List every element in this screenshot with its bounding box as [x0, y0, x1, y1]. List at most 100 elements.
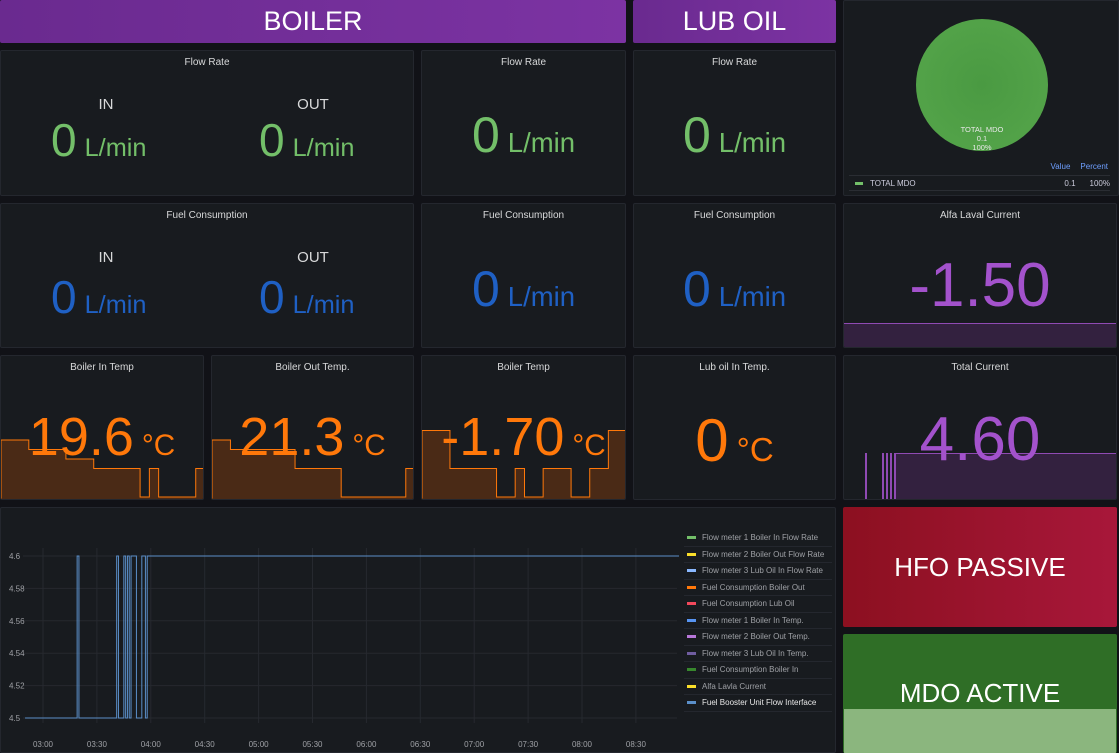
y-tick-label: 4.52 [9, 682, 25, 691]
legend-label: Flow meter 2 Boiler Out Flow Rate [702, 549, 825, 559]
legend-label: Flow meter 1 Boiler In Flow Rate [702, 533, 819, 543]
x-tick-label: 07:00 [464, 740, 485, 749]
temp-sparkline [1, 439, 203, 499]
temp-sparkline [212, 439, 413, 499]
lub-oil-header-text: LUB OIL [682, 6, 787, 36]
legend-label: Flow meter 2 Boiler Out Temp. [702, 632, 810, 642]
legend-swatch [687, 602, 696, 606]
x-tick-label: 05:00 [249, 740, 270, 749]
lub-oil-fuel-consumption-panel: Fuel Consumption 0 L/min [633, 203, 836, 348]
legend-swatch [687, 651, 696, 655]
in-label: IN [98, 96, 114, 113]
legend-swatch [687, 635, 696, 639]
series-line-fuel-booster-unit[interactable] [25, 555, 680, 719]
legend-label: Fuel Consumption Boiler In [702, 665, 799, 675]
flow-value: 0 L/min [682, 107, 787, 163]
temp-value: -1.70 °C [441, 407, 606, 467]
legend-item[interactable]: Flow meter 2 Boiler Out Temp. [684, 629, 832, 646]
legend-swatch [687, 569, 696, 573]
hfo-status-panel: HFO PASSIVE [843, 507, 1117, 627]
legend-swatch [687, 701, 696, 705]
legend-item[interactable]: Flow meter 3 Lub Oil In Flow Rate [684, 563, 832, 580]
flow-in-value: 0 L/min [51, 114, 147, 166]
sparkline-area [1, 439, 203, 499]
panel-title: Flow Rate [711, 57, 757, 68]
total-current-value: 4.60 [919, 405, 1041, 474]
timeseries-chart[interactable]: 03:00 03:30 04:00 04:30 05:00 05:30 06:00 06:30… [1, 508, 836, 753]
x-tick-label: 05:30 [302, 740, 323, 749]
legend-item[interactable]: Fuel Booster Unit Flow Interface [684, 695, 832, 712]
x-tick-label: 04:00 [141, 740, 162, 749]
legend-item[interactable]: Flow meter 2 Boiler Out Flow Rate [684, 547, 832, 563]
fuel-value: 0 L/min [471, 261, 576, 317]
legend-item[interactable]: Flow meter 1 Boiler In Flow Rate [684, 530, 832, 547]
temp-value: 21.3 °C [239, 407, 386, 467]
in-label: IN [98, 249, 114, 266]
total-current-sparkline [896, 453, 1116, 499]
legend-item[interactable]: Alfa Lavla Current [684, 679, 832, 695]
legend-item[interactable]: Fuel Consumption Lub Oil [684, 596, 832, 613]
temp-value: 19.6 °C [28, 407, 176, 467]
fuel-out-value: 0 L/min [259, 271, 355, 323]
flow-rate-panel: Flow Rate 0 L/min [421, 50, 626, 196]
legend-item[interactable]: Fuel Consumption Boiler In [684, 662, 832, 679]
x-tick-label: 07:30 [518, 740, 539, 749]
graph-legend: Flow meter 1 Boiler In Flow Rate Flow met… [684, 530, 832, 712]
fuel-value: 0 L/min [682, 261, 787, 317]
legend-swatch [855, 181, 863, 185]
panel-title: Boiler Out Temp. [275, 362, 350, 373]
boiler-in-temp-panel: Boiler In Temp 19.6 °C [0, 355, 204, 500]
x-tick-label: 03:00 [33, 740, 54, 749]
legend-swatch [687, 684, 696, 688]
panel-title: Flow Rate [184, 57, 230, 68]
x-tick-label: 06:30 [410, 740, 431, 749]
legend-item[interactable]: Flow meter 3 Lub Oil In Temp. [684, 646, 832, 662]
out-label: OUT [297, 249, 329, 266]
legend-label: Fuel Consumption Boiler Out [702, 582, 805, 592]
boiler-header-text: BOILER [263, 6, 363, 36]
x-tick-label: 04:30 [195, 740, 216, 749]
pie-legend-row[interactable]: TOTAL MDO 0.1 100% [849, 175, 1110, 191]
hfo-status-text: HFO PASSIVE [894, 551, 1066, 582]
panel-title: Fuel Consumption [693, 210, 776, 221]
y-tick-label: 4.6 [9, 552, 21, 561]
y-tick-label: 4.54 [9, 649, 25, 658]
panel-title: Boiler In Temp [70, 362, 134, 373]
temp-value: 0 °C [695, 407, 774, 474]
x-tick-label: 06:00 [356, 740, 377, 749]
flow-out-value: 0 L/min [259, 114, 355, 166]
timeseries-graph-panel: 03:00 03:30 04:00 04:30 05:00 05:30 06:00 06:30… [0, 507, 836, 753]
panel-title: Boiler Temp [497, 362, 550, 373]
panel-title: Alfa Laval Current [939, 210, 1021, 221]
legend-label: Fuel Consumption Lub Oil [702, 599, 795, 609]
legend-swatch [687, 668, 696, 672]
legend-item[interactable]: Flow meter 1 Boiler In Temp. [684, 613, 832, 629]
sparkline-spike [865, 453, 867, 499]
x-tick-label: 03:30 [87, 740, 108, 749]
panel-title: Total Current [951, 362, 1009, 373]
sparkline-spikes [882, 453, 896, 499]
legend-swatch [687, 536, 696, 540]
flow-value: 0 L/min [471, 107, 576, 163]
boiler-fuel-consumption-panel: Fuel Consumption IN OUT 0 L/min 0 L/min [0, 203, 414, 348]
lub-oil-header: LUB OIL [633, 0, 836, 43]
total-current-panel: Total Current 4.60 [843, 355, 1117, 500]
alfa-laval-current-panel: Alfa Laval Current -1.50 [843, 203, 1117, 348]
legend-item[interactable]: Fuel Consumption Boiler Out [684, 580, 832, 596]
boiler-out-temp-panel: Boiler Out Temp. 21.3 °C [211, 355, 414, 500]
panel-title: Flow Rate [500, 57, 546, 68]
y-tick-label: 4.56 [9, 617, 25, 626]
alfa-laval-value: -1.50 [909, 251, 1051, 320]
panel-title: Fuel Consumption [166, 210, 248, 221]
boiler-flow-rate-panel: Flow Rate IN OUT 0 L/min 0 L/min [0, 50, 414, 196]
pie-slice-total-mdo[interactable] [916, 19, 1048, 151]
legend-label: Fuel Booster Unit Flow Interface [702, 698, 817, 708]
legend-swatch [687, 552, 696, 556]
mdo-status-text: MDO ACTIVE [899, 678, 1061, 708]
sparkline-area [212, 439, 413, 499]
temp-sparkline [422, 430, 625, 499]
alfa-laval-sparkline [844, 323, 1116, 347]
legend-swatch [687, 585, 696, 589]
boiler-temp-panel: Boiler Temp -1.70 °C [421, 355, 626, 500]
lub-oil-in-temp-panel: Lub oil In Temp. 0 °C [633, 355, 836, 500]
